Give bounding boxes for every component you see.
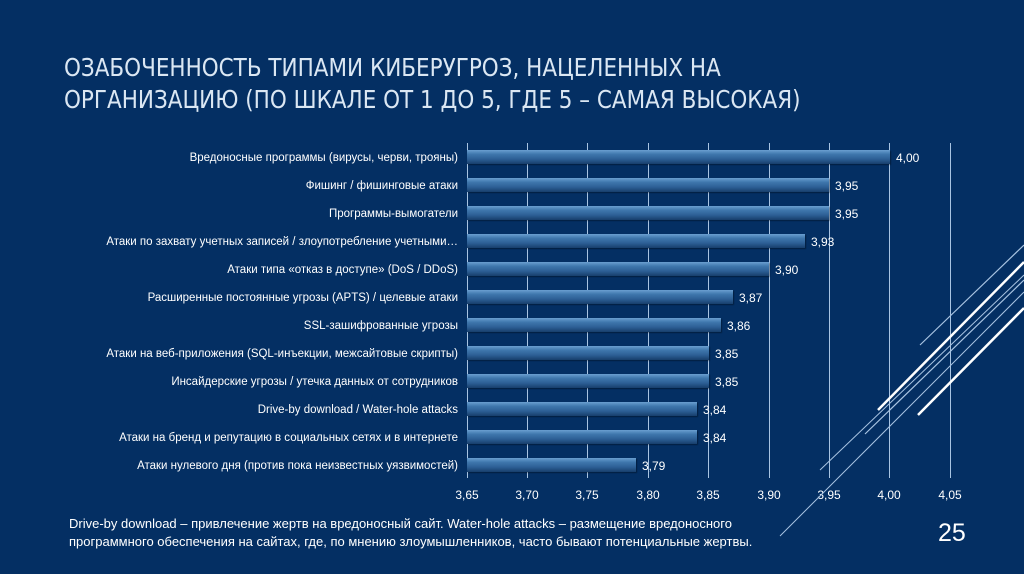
gridline [527,143,528,478]
category-label: Расширенные постоянные угрозы (APTS) / ц… [147,292,458,304]
x-tick-label: 3,70 [515,488,539,502]
footnote-line-2: программного обеспечения на сайтах, где,… [69,534,753,549]
x-tick-label: 3,65 [455,488,479,502]
bar [467,430,697,444]
gridline [829,143,830,478]
value-label: 3,93 [811,235,835,249]
slide-title-line-1: ОЗАБОЧЕННОСТЬ ТИПАМИ КИБЕРУГРОЗ, НАЦЕЛЕН… [64,53,721,82]
value-label: 3,95 [835,179,859,193]
value-label: 4,00 [896,151,920,165]
footnote-line-1: Drive-by download – привлечение жертв на… [69,516,732,531]
gridline [648,143,649,478]
category-label: Атаки на бренд и репутацию в социальных … [119,432,458,444]
page-number: 25 [938,519,966,547]
x-tick-label: 4,00 [877,488,901,502]
category-label: Вредоносные программы (вирусы, черви, тр… [189,152,458,164]
bar [467,290,733,304]
bar [467,178,829,192]
category-label: Drive-by download / Water-hole attacks [257,404,458,416]
value-label: 3,95 [835,207,859,221]
bar [467,374,709,388]
category-label: Фишинг / фишинговые атаки [305,180,458,192]
bar [467,402,697,416]
gridline [889,143,890,478]
category-label: Атаки на веб-приложения (SQL-инъекции, м… [106,348,458,360]
x-tick-label: 3,95 [817,488,841,502]
value-label: 3,84 [703,403,727,417]
x-tick-label: 3,90 [757,488,781,502]
value-label: 3,84 [703,431,727,445]
bar [467,262,769,276]
x-tick-label: 3,80 [636,488,660,502]
gridline [708,143,709,478]
category-label: SSL-зашифрованные угрозы [303,320,458,332]
value-label: 3,87 [739,291,763,305]
gridline [950,143,951,478]
gridline [587,143,588,478]
category-label: Атаки по захвату учетных записей / злоуп… [106,236,458,248]
bar [467,318,721,332]
bar [467,458,636,472]
gridline [467,143,468,478]
bar [467,150,890,164]
value-label: 3,90 [775,263,799,277]
x-tick-label: 4,05 [938,488,962,502]
bar [467,234,805,248]
slide-title-line-2: ОРГАНИЗАЦИЮ (ПО ШКАЛЕ ОТ 1 ДО 5, ГДЕ 5 –… [64,85,801,114]
slide-title: ОЗАБОЧЕННОСТЬ ТИПАМИ КИБЕРУГРОЗ, НАЦЕЛЕН… [64,52,855,116]
gridline [769,143,770,478]
footnote: Drive-by download – привлечение жертв на… [69,515,889,551]
value-label: 3,85 [715,375,739,389]
bar [467,206,829,220]
x-tick-label: 3,85 [696,488,720,502]
category-label: Атаки типа «отказ в доступе» (DoS / DDoS… [227,264,458,276]
value-label: 3,86 [727,319,751,333]
value-label: 3,79 [642,459,666,473]
category-label: Атаки нулевого дня (против пока неизвест… [137,460,458,472]
category-label: Инсайдерские угрозы / утечка данных от с… [171,376,458,388]
x-tick-label: 3,75 [575,488,599,502]
category-label: Программы-вымогатели [329,208,458,220]
bar [467,346,709,360]
value-label: 3,85 [715,347,739,361]
